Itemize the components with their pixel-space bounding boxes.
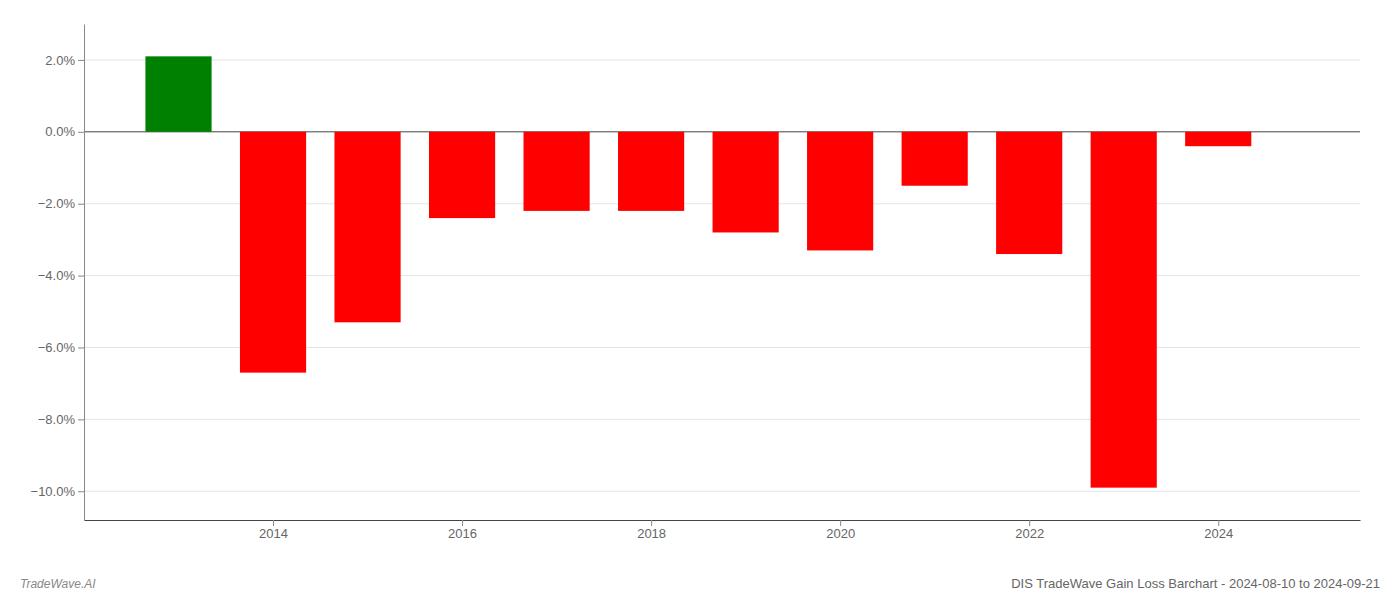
x-tick: 2014 <box>259 520 288 541</box>
y-tick: 0.0% <box>45 124 84 139</box>
x-tick-label: 2022 <box>1015 526 1044 541</box>
title: DIS TradeWave Gain Loss Barchart - 2024-… <box>1011 576 1380 591</box>
x-tick: 2020 <box>826 520 855 541</box>
x-tick-label: 2020 <box>826 526 855 541</box>
x-tick-mark <box>1218 520 1219 526</box>
x-tick: 2024 <box>1204 520 1233 541</box>
y-axis-line <box>84 25 85 521</box>
y-tick-mark <box>78 491 84 492</box>
y-tick: −2.0% <box>38 196 84 211</box>
y-tick-label: 0.0% <box>45 124 75 139</box>
bar <box>996 132 1062 254</box>
y-tick-label: 2.0% <box>45 53 75 68</box>
y-tick-mark <box>78 419 84 420</box>
grid <box>84 60 1360 491</box>
chart: 2014 2016 2018 2020 2022 2024 −10.0% −8.0% −6.0%… <box>0 0 1400 600</box>
bar <box>902 132 968 186</box>
bar <box>713 132 779 233</box>
x-tick-label: 2016 <box>448 526 477 541</box>
bars <box>145 56 1251 487</box>
grid-line <box>84 419 1360 420</box>
x-tick-label: 2014 <box>259 526 288 541</box>
x-tick-mark <box>651 520 652 526</box>
bar <box>429 132 495 218</box>
bar <box>1185 132 1251 146</box>
x-axis-line <box>85 520 1361 521</box>
y-tick: −6.0% <box>38 340 84 355</box>
bar <box>145 56 211 131</box>
x-tick: 2022 <box>1015 520 1044 541</box>
y-tick-label: −8.0% <box>38 412 76 427</box>
bar <box>807 132 873 251</box>
y-tick: −10.0% <box>31 484 84 499</box>
x-tick-label: 2018 <box>637 526 666 541</box>
bar <box>1091 132 1157 488</box>
watermark: TradeWave.AI <box>20 577 96 591</box>
grid-line <box>84 491 1360 492</box>
y-axis: −10.0% −8.0% −6.0% −4.0% −2.0% 0.0% 2.0% <box>31 25 85 521</box>
bar <box>334 132 400 322</box>
grid-line <box>84 59 1360 60</box>
x-tick-mark <box>1029 520 1030 526</box>
y-tick-label: −4.0% <box>38 268 76 283</box>
x-tick-mark <box>840 520 841 526</box>
y-tick-label: −2.0% <box>38 196 76 211</box>
y-tick: −4.0% <box>38 268 84 283</box>
x-tick: 2018 <box>637 520 666 541</box>
y-tick-mark <box>78 347 84 348</box>
x-tick-label: 2024 <box>1204 526 1233 541</box>
y-tick: −8.0% <box>38 412 84 427</box>
bar <box>240 132 306 373</box>
y-tick-label: −10.0% <box>31 484 76 499</box>
y-tick-mark <box>78 204 84 205</box>
x-tick: 2016 <box>448 520 477 541</box>
y-tick-mark <box>78 60 84 61</box>
x-axis: 2014 2016 2018 2020 2022 2024 <box>85 520 1361 541</box>
x-tick-mark <box>273 520 274 526</box>
bar <box>524 132 590 211</box>
x-tick-mark <box>462 520 463 526</box>
bar <box>618 132 684 211</box>
y-tick-mark <box>78 276 84 277</box>
y-tick: 2.0% <box>45 53 84 68</box>
y-tick-mark <box>78 132 84 133</box>
y-tick-label: −6.0% <box>38 340 76 355</box>
